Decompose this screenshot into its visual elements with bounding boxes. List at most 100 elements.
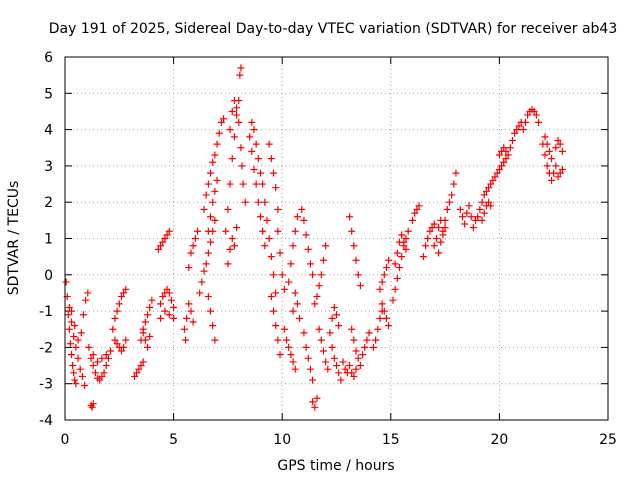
data-point — [120, 289, 128, 297]
data-point — [102, 351, 110, 359]
data-point — [293, 300, 301, 308]
data-point — [402, 235, 410, 242]
data-point — [224, 205, 232, 213]
data-point — [369, 343, 377, 351]
data-point — [385, 256, 393, 264]
y-tick-label: 3 — [44, 159, 53, 175]
data-point — [524, 111, 532, 119]
data-point — [382, 314, 390, 322]
data-point — [346, 362, 354, 370]
data-point — [165, 289, 173, 297]
data-point — [515, 122, 523, 130]
data-point — [493, 169, 501, 177]
data-point — [163, 231, 171, 239]
data-point — [137, 362, 145, 370]
y-tick-label: -2 — [39, 340, 53, 356]
data-point — [309, 398, 317, 406]
data-point — [102, 362, 110, 370]
data-point — [207, 169, 215, 177]
data-point — [287, 260, 295, 268]
data-point — [278, 271, 286, 279]
data-point — [489, 176, 497, 184]
data-point — [474, 213, 482, 221]
data-point — [439, 231, 447, 239]
y-tick-label: -4 — [39, 413, 53, 429]
data-point — [311, 300, 319, 308]
data-point — [207, 307, 215, 315]
data-point — [391, 285, 399, 293]
data-point — [228, 235, 236, 242]
data-point — [238, 162, 246, 170]
data-point — [437, 238, 445, 246]
data-point — [463, 209, 471, 217]
data-point — [113, 307, 121, 315]
data-point — [182, 336, 190, 344]
data-point — [82, 296, 90, 304]
data-point — [217, 118, 225, 126]
data-point — [521, 118, 529, 126]
data-point — [404, 227, 412, 235]
data-point — [430, 220, 438, 228]
data-point — [213, 176, 221, 184]
data-point — [348, 369, 356, 377]
data-point — [530, 107, 538, 115]
data-point — [272, 289, 280, 297]
data-point — [283, 336, 291, 344]
data-point — [558, 147, 566, 155]
data-point — [482, 187, 490, 195]
data-point — [480, 191, 488, 199]
data-point — [485, 198, 493, 206]
data-point — [213, 140, 221, 148]
data-point — [196, 289, 204, 297]
data-point — [458, 213, 466, 221]
data-point — [352, 347, 360, 355]
data-point — [230, 97, 238, 105]
x-tick-label: 15 — [382, 432, 400, 448]
data-point — [159, 293, 167, 301]
data-point — [187, 249, 195, 257]
x-tick-label: 10 — [273, 432, 291, 448]
data-point — [289, 242, 297, 250]
data-point — [398, 231, 406, 239]
data-point — [339, 358, 347, 366]
data-point — [131, 372, 139, 380]
data-point — [207, 238, 215, 246]
data-point — [133, 369, 141, 377]
data-point — [76, 365, 84, 373]
data-point — [352, 256, 360, 264]
y-tick-label: 2 — [44, 195, 53, 211]
data-point — [456, 205, 464, 213]
data-point — [94, 358, 102, 366]
data-point — [372, 336, 380, 344]
data-point — [180, 325, 188, 333]
data-point — [480, 209, 488, 217]
data-point — [354, 271, 362, 279]
data-point — [363, 336, 371, 344]
data-point — [88, 403, 96, 411]
data-point — [204, 180, 212, 188]
data-point — [64, 311, 72, 319]
data-point — [204, 227, 212, 235]
data-point — [556, 140, 564, 148]
data-point — [541, 151, 549, 159]
data-point — [478, 216, 486, 224]
data-point — [380, 307, 388, 315]
data-point — [450, 180, 458, 188]
data-point — [328, 314, 336, 322]
data-point — [236, 71, 244, 79]
data-point — [148, 296, 156, 304]
y-tick-labels: -4 -3 -2 -1 0 1 2 3 4 5 6 — [39, 50, 53, 429]
data-point — [79, 311, 87, 319]
data-point — [117, 293, 125, 301]
data-point — [306, 365, 314, 373]
data-point — [89, 351, 97, 359]
data-point — [359, 351, 367, 359]
data-point — [96, 376, 104, 384]
data-point — [237, 144, 245, 152]
data-point — [352, 365, 360, 373]
data-point — [296, 314, 304, 322]
data-point — [415, 202, 423, 210]
data-point — [254, 155, 262, 163]
data-point — [543, 162, 551, 170]
data-point — [239, 180, 247, 188]
